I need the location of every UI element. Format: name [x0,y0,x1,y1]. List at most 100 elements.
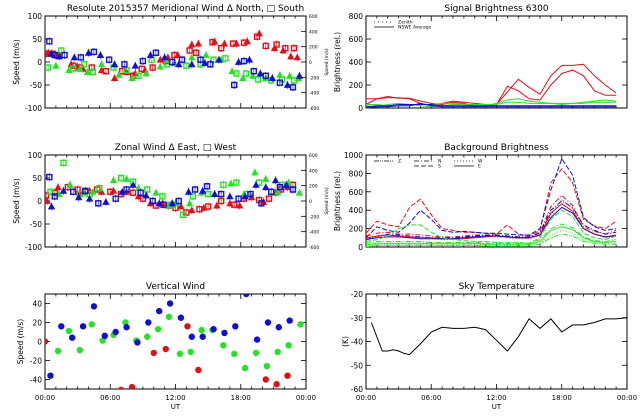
chart-title: Zonal Wind Δ East, □ West [115,143,237,153]
y-right-tick-label: -200 [309,214,319,220]
y-axis-label: (K) [341,336,350,347]
data-point-blue [90,303,98,310]
data-point-blue [47,372,54,379]
y-tick-label: 400 [349,206,364,215]
data-point-blue [210,325,217,333]
x-tick-label: 06:00 [100,394,120,402]
series-line-green-W [366,229,617,247]
y-tick-label: -40 [30,376,42,385]
y-tick-label: 40 [32,300,42,309]
x-tick-label: 00:00 [356,394,376,402]
data-point-blue [58,323,65,330]
plot-area [45,158,304,219]
legend-label: NSWE Average [398,25,432,31]
data-point-blue [253,336,261,343]
y-tick-label: 20 [32,319,42,328]
series-line-red-1 [366,69,617,108]
data-point-blue [112,328,119,336]
y-right-tick-label: -400 [309,91,319,97]
plot-frame [365,293,628,390]
data-point-blue [199,333,206,340]
data-point-blue [232,323,239,330]
data-point-red [284,372,291,379]
y-right-tick-label: 0 [309,60,312,66]
y-right-tick-label: 600 [309,153,318,159]
data-point-red [162,345,169,353]
plot-area [370,317,627,356]
series-line-blue-1 [366,104,617,108]
y-tick-label: 600 [349,188,364,197]
plot-area [366,157,617,247]
y-tick-label: 400 [349,58,364,67]
data-point-red [128,383,136,389]
series-line-green-S [366,209,617,244]
data-point-green [263,363,271,370]
y-tick-label: 1000 [344,151,363,160]
y-tick-label: 0 [37,58,42,67]
y-tick-label: 800 [349,169,364,178]
plot-frame [44,293,307,390]
y-axis-label: Brightness (rel.) [333,32,342,92]
data-point-blue [264,319,272,326]
y-right-tick-label: 600 [309,14,318,20]
data-point-green [54,347,62,355]
y-tick-label: 0 [358,243,363,252]
x-tick-label: 00:00 [296,394,316,402]
plot-area [45,29,304,92]
data-point-red [118,386,125,389]
data-point-green [231,350,238,358]
y-tick-label: 100 [28,12,43,21]
series-line-blue-2 [366,102,617,108]
series-line-blue-E [366,206,617,241]
data-point-red [262,376,269,383]
data-point-blue [79,323,87,330]
y-right-tick-label: -200 [309,75,319,81]
y-right-tick-label: 200 [309,45,318,51]
data-point-blue [145,319,152,326]
chart-title: Signal Brightness 6300 [444,4,548,14]
series-line-blue-S [366,157,617,239]
y-right-axis-label: Speed (m/s) [324,187,330,215]
data-point-blue [166,300,174,307]
series-line-sky-temp [370,317,627,356]
panel-signal-brightness: Signal Brightness 6300 0 200 400 600 800 Brigh… [333,4,628,113]
y-axis-label: Brightness (rel.) [333,171,342,231]
legend-label: E [478,164,481,170]
panel-vertical: Vertical Wind -40 -20 0 20 40 Speed (m/s) 00:00… [16,282,316,411]
series-line-red-2 [366,63,617,107]
series-line-red-N [366,194,617,238]
y-tick-label: -50 [30,220,42,229]
plot-area [366,63,617,108]
data-point-green [187,348,194,356]
data-point-green [274,348,281,356]
y-tick-label: 0 [358,104,363,113]
data-point-green [88,321,95,328]
data-point-green [99,337,106,344]
y-tick-label: -100 [25,104,42,113]
data-point-blue [155,307,163,315]
panel-zonal: Zonal Wind Δ East, □ West -100 -50 0 50 100 -6… [12,143,330,252]
panel-sky-temperature: Sky Temperature -60 -50 -40 -30 -20 (K) 00:00 06… [341,282,637,411]
data-point-blue [101,332,109,339]
y-tick-label: -30 [351,314,363,323]
data-point-green [285,342,292,349]
x-tick-label: 18:00 [231,394,251,402]
chart-title: Background Brightness [444,143,549,153]
x-axis-label: UT [171,403,181,411]
y-tick-label: 0 [37,197,42,206]
y-right-tick-label: -600 [309,245,319,251]
data-point-green [252,349,260,357]
x-tick-label: 06:00 [421,394,441,402]
data-point-red [184,323,191,330]
y-tick-label: 0 [37,338,42,347]
y-tick-label: 100 [28,151,43,160]
data-point-red [150,349,157,357]
y-tick-label: 200 [349,225,364,234]
data-point-green [220,342,227,349]
y-tick-label: -50 [30,81,42,90]
y-tick-label: -20 [30,357,42,366]
y-tick-label: -100 [25,243,42,252]
y-tick-label: 50 [32,35,42,44]
y-tick-label: -60 [351,385,363,394]
series-line-blue-N [366,200,617,241]
